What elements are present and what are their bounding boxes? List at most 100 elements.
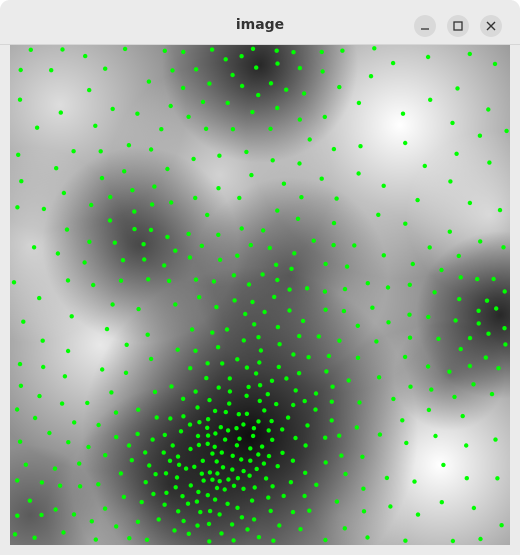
minimize-button[interactable] bbox=[414, 15, 436, 37]
stipple-dot bbox=[107, 218, 113, 223]
stipple-dot bbox=[210, 330, 215, 335]
stipple-dot bbox=[334, 196, 339, 201]
stipple-dot bbox=[136, 407, 141, 412]
stipple-dot bbox=[428, 97, 433, 102]
stipple-dot bbox=[231, 538, 236, 543]
stipple-dot bbox=[252, 485, 257, 490]
stipple-dot bbox=[502, 326, 507, 331]
stipple-dot bbox=[358, 144, 363, 149]
stipple-dot bbox=[176, 462, 182, 467]
stipple-dot bbox=[354, 425, 359, 430]
stipple-dot bbox=[241, 338, 246, 343]
stipple-dot bbox=[222, 437, 228, 442]
stipple-dot bbox=[304, 286, 310, 291]
stipple-dot bbox=[225, 100, 230, 106]
stipple-dot bbox=[403, 140, 408, 146]
stipple-dot bbox=[89, 519, 95, 524]
stipple-dot bbox=[224, 327, 230, 332]
stipple-dot bbox=[192, 464, 197, 469]
stipple-dot bbox=[415, 512, 421, 517]
stipple-dot bbox=[154, 415, 159, 420]
stipple-dot bbox=[295, 216, 301, 221]
stipple-dot bbox=[390, 60, 396, 66]
stipple-dot bbox=[261, 461, 267, 466]
stipple-dot bbox=[113, 410, 119, 415]
stipple-dot bbox=[98, 149, 103, 154]
stipple-dot bbox=[287, 287, 292, 292]
stipple-dot bbox=[112, 240, 118, 245]
stipple-dot bbox=[93, 537, 99, 542]
stipple-dot bbox=[226, 477, 231, 482]
stipple-dot bbox=[450, 538, 456, 544]
stipple-dot bbox=[102, 506, 108, 511]
stipple-dot bbox=[216, 232, 221, 237]
stipple-dot bbox=[331, 146, 337, 152]
stipple-dot bbox=[61, 530, 66, 535]
stipple-dot bbox=[222, 487, 227, 492]
stipple-dot bbox=[176, 509, 181, 514]
stipple-dot bbox=[235, 357, 240, 362]
stipple-dot bbox=[491, 276, 496, 282]
stipple-dot bbox=[89, 202, 94, 208]
stipple-dot bbox=[290, 509, 296, 515]
stipple-dot bbox=[17, 439, 23, 444]
stipple-dot bbox=[168, 416, 173, 421]
stipple-dot bbox=[388, 504, 393, 509]
stipple-dot bbox=[189, 327, 195, 332]
dark-patch bbox=[162, 45, 358, 163]
stipple-dot bbox=[231, 273, 237, 278]
stipple-dot bbox=[254, 65, 259, 70]
stipple-dot bbox=[37, 295, 42, 301]
stipple-dot bbox=[86, 444, 91, 450]
stipple-dot bbox=[47, 430, 52, 436]
stipple-dot bbox=[207, 81, 212, 86]
stipple-dot bbox=[257, 398, 262, 404]
stipple-dot bbox=[199, 243, 204, 248]
stipple-dot bbox=[460, 413, 465, 419]
stipple-dot bbox=[262, 408, 267, 413]
stipple-dot bbox=[370, 305, 375, 310]
stipple-dot bbox=[486, 107, 491, 112]
stipple-dot bbox=[288, 480, 294, 485]
stipple-dot bbox=[331, 242, 336, 248]
stipple-dot bbox=[464, 476, 469, 481]
stipple-dot bbox=[234, 426, 239, 431]
stipple-dot bbox=[471, 505, 477, 511]
stipple-dot bbox=[275, 464, 280, 469]
stipple-dot bbox=[220, 465, 226, 470]
stipple-dot bbox=[217, 512, 222, 517]
stipple-dot bbox=[457, 296, 462, 302]
stipple-dot bbox=[17, 361, 23, 367]
stipple-dot bbox=[477, 133, 483, 138]
stipple-dot bbox=[329, 399, 334, 404]
stipple-dot bbox=[456, 253, 461, 259]
stipple-dot bbox=[360, 454, 365, 459]
close-button[interactable] bbox=[480, 15, 502, 37]
stipple-dot bbox=[143, 450, 148, 455]
stipple-dot bbox=[504, 128, 509, 134]
stipple-dot bbox=[152, 184, 157, 189]
stipple-dot bbox=[187, 422, 193, 427]
stipple-dot bbox=[450, 120, 455, 126]
stipple-dot bbox=[170, 443, 175, 448]
stipple-dot bbox=[326, 353, 332, 359]
stipple-dot bbox=[467, 51, 472, 57]
stipple-dot bbox=[77, 484, 83, 489]
stipple-dot bbox=[156, 517, 161, 522]
stipple-dot bbox=[300, 318, 306, 324]
stipple-dot bbox=[239, 83, 245, 89]
stipple-dot bbox=[254, 466, 259, 472]
stipple-dot bbox=[58, 110, 63, 115]
stipple-dot bbox=[319, 176, 324, 181]
noise-field bbox=[10, 45, 510, 545]
stipple-dot bbox=[247, 473, 252, 478]
stipple-dot bbox=[249, 172, 254, 178]
stipple-dot bbox=[241, 422, 246, 427]
stipple-dot bbox=[212, 497, 218, 502]
stipple-dot bbox=[214, 304, 219, 310]
stipple-dot bbox=[239, 515, 245, 520]
maximize-button[interactable] bbox=[447, 15, 469, 37]
stipple-dot bbox=[153, 472, 158, 477]
stipple-dot bbox=[407, 282, 412, 287]
stipple-dot bbox=[339, 453, 344, 458]
